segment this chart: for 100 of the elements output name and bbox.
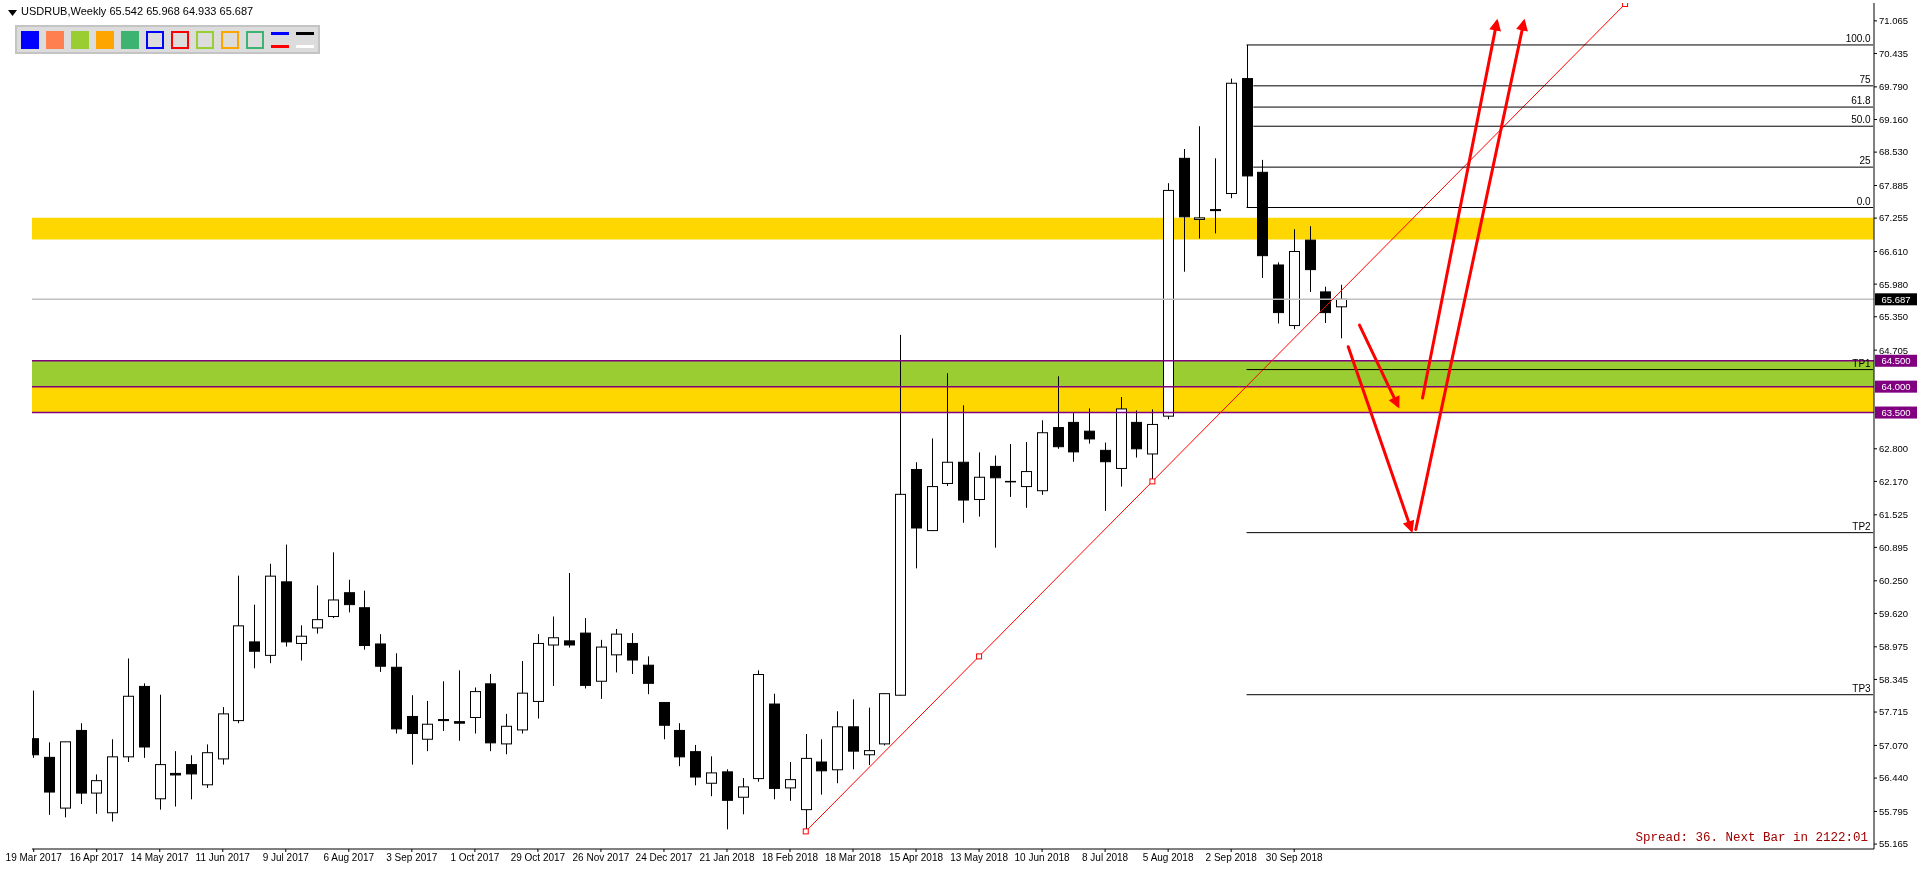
y-tick-label: 57.715	[1879, 706, 1909, 718]
chart-title: USDRUB,Weekly 65.542 65.968 64.933 65.687	[21, 5, 254, 17]
y-tick-label: 56.440	[1879, 772, 1909, 784]
x-tick-label: 6 Aug 2017	[323, 852, 375, 864]
candlestick	[454, 669, 465, 742]
x-tick-label: 26 Nov 2017	[572, 852, 630, 864]
candlestick	[296, 624, 307, 662]
legend-label: TP1	[1852, 357, 1872, 369]
ref-line-label: 64.500	[1881, 355, 1911, 367]
legend-label: TP3	[1852, 682, 1872, 694]
series-label: 50.0	[1851, 114, 1872, 126]
y-tick-label: 57.070	[1879, 739, 1909, 751]
x-tick-label: 13 May 2018	[950, 852, 1009, 864]
series-label: 100.0	[1845, 32, 1872, 44]
y-tick-label: 55.795	[1879, 805, 1909, 817]
ref-line-label: 63.500	[1881, 407, 1911, 419]
y-tick-label: 58.975	[1879, 641, 1909, 653]
x-tick-label: 11 Jun 2017	[195, 852, 251, 864]
point	[1622, 3, 1629, 8]
candlestick	[1210, 157, 1221, 234]
x-tick-label: 3 Sep 2017	[386, 852, 438, 864]
x-tick-label: 24 Dec 2017	[635, 852, 693, 864]
candlestick	[91, 773, 102, 815]
y-tick-label: 71.065	[1879, 15, 1909, 27]
x-tick-label: 18 Mar 2018	[824, 852, 882, 864]
candlestick	[1084, 407, 1095, 445]
y-tick-label: 62.170	[1879, 475, 1909, 487]
x-tick-label: 9 Jul 2017	[262, 852, 310, 864]
candlestick	[659, 701, 670, 740]
x-tick-label: 16 Apr 2017	[69, 852, 125, 864]
x-tick-label: 2 Sep 2018	[1205, 852, 1258, 864]
y-tick-label: 64.705	[1879, 344, 1909, 356]
candlestick	[501, 713, 512, 755]
y-tick-label: 60.250	[1879, 575, 1909, 587]
candlestick	[344, 579, 355, 613]
candlestick	[312, 584, 323, 635]
y-tick-label: 65.350	[1879, 311, 1909, 323]
candlestick	[611, 628, 622, 673]
candlestick	[864, 707, 875, 766]
candlestick	[564, 572, 575, 649]
candlestick	[990, 455, 1001, 549]
y-tick-label: 69.790	[1879, 81, 1909, 93]
candlestick	[974, 451, 985, 518]
candlestick	[942, 372, 953, 487]
x-tick-label: 21 Jan 2018	[699, 852, 755, 864]
candlestick	[407, 694, 418, 766]
annotation: Spread: 36. Next Bar in 2122:01	[1635, 831, 1868, 845]
x-tick-label: 18 Feb 2018	[761, 852, 819, 864]
x-tick-label: 5 Aug 2018	[1142, 852, 1194, 864]
series-label: 75	[1859, 73, 1872, 85]
x-tick-label: 29 Oct 2017	[510, 852, 566, 864]
candlestick	[1194, 125, 1205, 240]
candlestick	[422, 700, 433, 752]
y-tick-label: 70.435	[1879, 47, 1909, 59]
candlestick	[1005, 443, 1016, 498]
ref-line-label: 65.687	[1881, 293, 1911, 305]
candlestick	[375, 633, 386, 673]
candlestick	[1100, 442, 1111, 512]
y-tick-label: 59.620	[1879, 607, 1909, 619]
legend-label: 25	[1859, 155, 1872, 167]
candlestick	[1021, 441, 1032, 509]
candlestick	[328, 551, 339, 619]
candlestick	[170, 750, 181, 808]
y-tick-label: 61.525	[1879, 509, 1909, 521]
x-tick-label: 15 Apr 2018	[889, 852, 944, 864]
candlestick	[643, 655, 654, 695]
candlestick	[738, 777, 749, 815]
legend-label: TP2	[1852, 520, 1872, 532]
y-tick-label: 67.885	[1879, 179, 1909, 191]
x-tick-label: 14 May 2017	[130, 852, 190, 864]
x-tick-label: 8 Jul 2018	[1082, 852, 1129, 864]
candlestick	[1320, 286, 1331, 324]
y-tick-label: 66.610	[1879, 245, 1909, 257]
point	[1149, 478, 1156, 485]
y-tick-label: 62.800	[1879, 443, 1909, 455]
y-tick-label: 55.165	[1879, 838, 1909, 850]
point	[802, 828, 809, 835]
ref-line-label: 64.000	[1881, 381, 1911, 393]
y-tick-label: 58.345	[1879, 673, 1909, 685]
x-tick-label: 30 Sep 2018	[1265, 852, 1323, 864]
candlestick	[1053, 375, 1064, 450]
candlestick	[785, 761, 796, 802]
y-tick-label: 69.160	[1879, 113, 1909, 125]
x-tick-label: 19 Mar 2017	[5, 852, 63, 864]
y-tick-label: 60.895	[1879, 541, 1909, 553]
candlestick	[249, 604, 260, 669]
y-tick-label: 65.980	[1879, 278, 1909, 290]
candlestick	[548, 616, 559, 687]
y-tick-label: 68.530	[1879, 146, 1909, 158]
x-tick-label: 1 Oct 2017	[450, 852, 500, 864]
candlestick	[438, 680, 449, 732]
point	[976, 653, 983, 660]
legend-label: 0.0	[1856, 195, 1872, 207]
candlestick	[186, 754, 197, 800]
candlestick	[627, 632, 638, 675]
x-tick-label: 10 Jun 2018	[1014, 852, 1071, 864]
legend-label: 61.8	[1851, 95, 1872, 107]
y-tick-label: 67.255	[1879, 212, 1909, 224]
candlestick	[706, 755, 717, 797]
candlestick	[816, 738, 827, 796]
